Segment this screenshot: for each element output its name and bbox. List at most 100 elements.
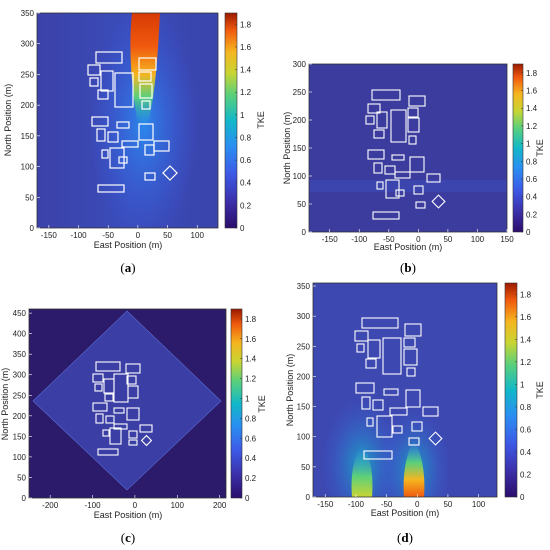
panel-c-ytick-label: 350 [13,350,27,359]
panel-d-frame [312,282,498,498]
panel-b-ytick-label: 0 [302,228,307,237]
panel-d: -150 -100 -50 0 50 100 0 50 100 150 200 250 300 350 E… [285,282,545,545]
panel-d-cbar-tick-label: 1 [520,380,525,389]
panel-a-axes: -150 -100 -50 0 50 100 0 50 100 150 200 250 300 350 [21,9,205,240]
panel-a-cbar-tick-label: 1.6 [240,43,252,52]
panel-b-cbar-tick-label: 0.2 [526,210,538,219]
panel-c-cbar-tick-label: 1.6 [245,335,257,344]
panel-c-cbar-tick-label: 1.2 [245,375,257,384]
panel-d-colorbar [504,282,518,498]
panel-c-colorbar [230,308,243,499]
panel-d-cbar-tick-label: 0.6 [520,425,532,434]
panel-d-buildings [354,317,443,460]
panel-d-cbar-tick-label: 1.4 [520,335,532,344]
panel-b-buildings [365,89,446,220]
panel-d-colorbar-ticks: 0 0.2 0.4 0.6 0.8 1 1.2 1.4 1.6 1.8 [515,290,532,502]
panel-a-frame [36,12,219,229]
panel-c-xtick-label: 100 [171,501,185,510]
panel-c-colorbar-ticks: 0 0.2 0.4 0.6 0.8 1 1.2 1.4 1.6 1.8 [240,315,257,503]
panel-c-xtick-label: -100 [85,501,102,510]
panel-b-ytick-label: 250 [293,88,307,97]
panel-a-cbar-tick-label: 0.6 [240,156,252,165]
panel-c-frame [28,308,227,499]
panel-c-ytick-label: 0 [22,494,27,503]
panel-a-colorbar-ticks: 0 0.2 0.4 0.6 0.8 1 1.2 1.4 1.6 1.8 [235,20,252,233]
panel-d-ytick-label: 0 [306,493,311,502]
panel-b-cbar-tick-label: 1.2 [526,122,538,131]
panel-b-ytick-label: 200 [293,116,307,125]
panel-c-cbar-tick-label: 1.8 [245,315,257,324]
panel-b-cbar-tick-label: 0.4 [526,193,538,202]
panel-b-xtick-label: 50 [443,235,452,244]
panel-d-plume-west [351,445,373,497]
panel-b-axes: -150 -100 -50 0 50 100 150 0 50 100 150 200 250 300 [293,60,515,244]
panel-a-colorbar-label: TKE [256,111,266,129]
panel-d-heatmap [313,283,497,497]
panel-a-xlabel: East Position (m) [94,240,163,250]
panel-c-ytick-label: 250 [13,391,27,400]
panel-c-ylabel: North Position (m) [0,368,10,441]
panel-a-ytick-label: 150 [21,132,35,141]
panel-b-xtick-label: 100 [471,235,485,244]
panel-a-colorbar [224,12,238,229]
panel-b-heatmap [309,64,507,232]
panel-b-xtick-label: -100 [351,235,368,244]
panel-c-ytick-label: 400 [13,330,27,339]
panel-b-cbar-tick-label: 1.8 [526,69,538,78]
panel-c-cbar-tick-label: 0.2 [245,474,257,483]
panel-a-buildings [87,51,178,193]
panel-b-colorbar [512,63,524,233]
panel-d-cbar-tick-label: 0 [520,493,525,502]
panel-c-xlabel: East Position (m) [94,510,163,520]
panel-b-xtick-label: -150 [322,235,339,244]
panel-d-xtick-label: 0 [415,500,420,509]
panel-c-axes: -200 -100 0 100 200 0 50 100 150 200 250 300 350 400 4… [13,309,227,510]
panel-b: -150 -100 -50 0 50 100 150 0 50 100 150 200 250 300 E… [282,60,545,275]
panel-a-cbar-tick-label: 0.8 [240,133,252,142]
panel-b-cbar-tick-label: 1 [526,140,531,149]
panel-d-ytick-label: 200 [297,372,311,381]
panel-b-cbar-tick-label: 1.4 [526,104,538,113]
panel-a-xtick-label: 0 [136,231,141,240]
panel-d-cbar-tick-label: 1.6 [520,313,532,322]
panel-a-cbar-tick-label: 1 [240,111,245,120]
panel-d-ytick-label: 350 [297,282,311,291]
panel-a-xtick-label: 50 [163,231,172,240]
panel-c-cbar-tick-label: 0.4 [245,454,257,463]
panel-d-label: (d) [397,530,413,545]
panel-c-cbar-tick-label: 0 [245,494,250,503]
panel-d-ytick-label: 50 [301,463,310,472]
panel-a-ytick-label: 200 [21,101,35,110]
panel-b-ytick-label: 300 [293,60,307,69]
panel-b-ytick-label: 150 [293,144,307,153]
panel-c-cbar-tick-label: 0.8 [245,414,257,423]
panel-a-ytick-label: 0 [30,224,35,233]
panel-b-colorbar-ticks: 0 0.2 0.4 0.6 0.8 1 1.2 1.4 1.6 1.8 [521,69,538,237]
panel-c-cbar-tick-label: 0.6 [245,434,257,443]
panel-d-ytick-label: 250 [297,342,311,351]
panel-d-ytick-label: 100 [297,433,311,442]
panel-d-axes: -150 -100 -50 0 50 100 0 50 100 150 200 250 300 350 [297,282,486,509]
panel-b-xtick-label: 150 [500,235,514,244]
panel-b-ytick-label: 100 [293,172,307,181]
panel-b-cbar-tick-label: 0.6 [526,175,538,184]
panel-c-cbar-tick-label: 1 [245,395,250,404]
panel-a-cbar-tick-label: 0 [240,224,245,233]
panel-d-cbar-tick-label: 0.2 [520,470,532,479]
panel-b-xtick-label: -50 [383,235,395,244]
panel-a-heatmap [37,13,218,228]
panel-d-cbar-tick-label: 0.4 [520,448,532,457]
panel-c-ytick-label: 450 [13,309,27,318]
panel-d-ytick-label: 300 [297,312,311,321]
panel-a-cbar-tick-label: 1.8 [240,20,252,29]
panel-a-ytick-label: 300 [21,40,35,49]
panel-c-ytick-label: 300 [13,371,27,380]
panel-a-cbar-tick-label: 0.4 [240,179,252,188]
panel-a-xtick-label: -50 [102,231,114,240]
panel-c-colorbar-label: TKE [257,395,267,413]
panel-b-cbar-tick-label: 1.6 [526,87,538,96]
panel-a-label: (a) [120,260,135,275]
panel-c-xtick-label: -200 [42,501,59,510]
panel-d-xlabel: East Position (m) [371,508,440,518]
